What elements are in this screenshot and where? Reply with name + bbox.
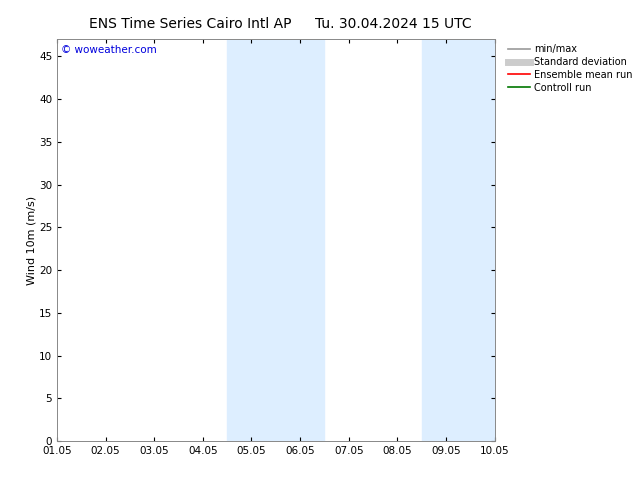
Y-axis label: Wind 10m (m/s): Wind 10m (m/s) (26, 196, 36, 285)
Legend: min/max, Standard deviation, Ensemble mean run, Controll run: min/max, Standard deviation, Ensemble me… (508, 44, 633, 93)
Text: © woweather.com: © woweather.com (61, 45, 157, 55)
Bar (422, 39, 495, 441)
Text: ENS Time Series Cairo Intl AP: ENS Time Series Cairo Intl AP (89, 17, 292, 31)
Bar (227, 39, 325, 441)
Text: Tu. 30.04.2024 15 UTC: Tu. 30.04.2024 15 UTC (314, 17, 472, 31)
